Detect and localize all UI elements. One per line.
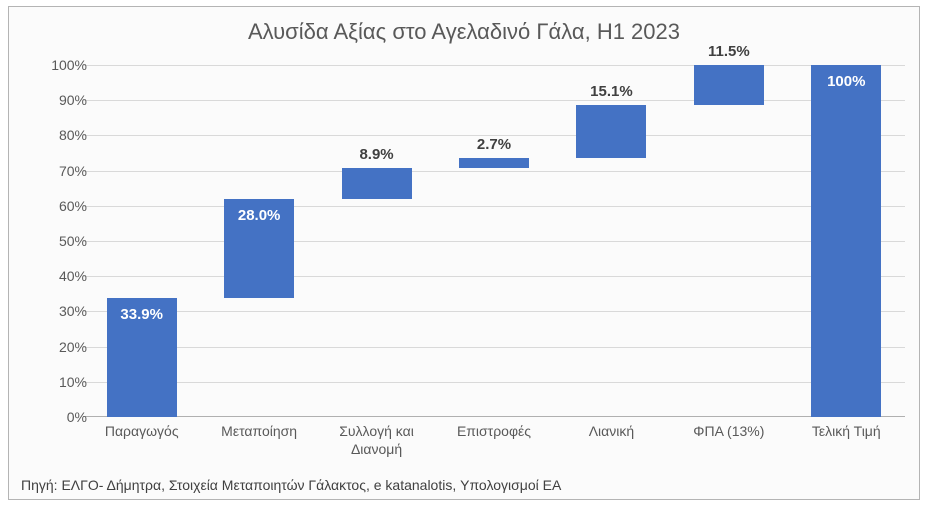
y-tick: 80% [27,127,87,143]
chart-frame: Αλυσίδα Αξίας στο Αγελαδινό Γάλα, Η1 202… [8,6,920,500]
y-tick: 20% [27,339,87,355]
bar-label-5: 11.5% [689,43,769,60]
bar-3 [459,158,529,168]
gridline [83,65,905,66]
x-tick-1: Μεταποίηση [200,423,317,441]
x-tick-2: Συλλογή καιΔιανομή [318,423,435,458]
bar-4 [576,105,646,158]
gridline [83,347,905,348]
x-axis-line [83,416,905,417]
gridline [83,382,905,383]
x-tick-5: ΦΠΑ (13%) [670,423,787,441]
x-tick-4: Λιανική [553,423,670,441]
bar-label-3: 2.7% [454,136,534,153]
gridline [83,206,905,207]
plot-area: 33.9%Παραγωγός28.0%Μεταποίηση8.9%Συλλογή… [83,65,905,417]
bar-label-0: 33.9% [107,306,177,323]
bar-label-4: 15.1% [571,83,651,100]
gridline [83,100,905,101]
y-tick: 70% [27,163,87,179]
y-tick: 60% [27,198,87,214]
y-tick: 50% [27,233,87,249]
bar-2 [342,168,412,199]
x-tick-3: Επιστροφές [435,423,552,441]
y-tick: 30% [27,303,87,319]
bar-label-6: 100% [811,73,881,90]
y-tick: 0% [27,409,87,425]
bar-label-2: 8.9% [337,146,417,163]
x-tick-0: Παραγωγός [83,423,200,441]
gridline [83,241,905,242]
y-tick: 100% [27,57,87,73]
bar-6 [811,65,881,417]
y-tick: 10% [27,374,87,390]
y-tick: 90% [27,92,87,108]
gridline [83,311,905,312]
source-text: Πηγή: ΕΛΓΟ- Δήμητρα, Στοιχεία Μεταποιητώ… [21,477,561,493]
chart-title: Αλυσίδα Αξίας στο Αγελαδινό Γάλα, Η1 202… [9,7,919,45]
bar-5 [694,65,764,105]
gridline [83,171,905,172]
y-tick: 40% [27,268,87,284]
gridline [83,276,905,277]
bar-label-1: 28.0% [224,207,294,224]
x-tick-6: Τελική Τιμή [788,423,905,441]
